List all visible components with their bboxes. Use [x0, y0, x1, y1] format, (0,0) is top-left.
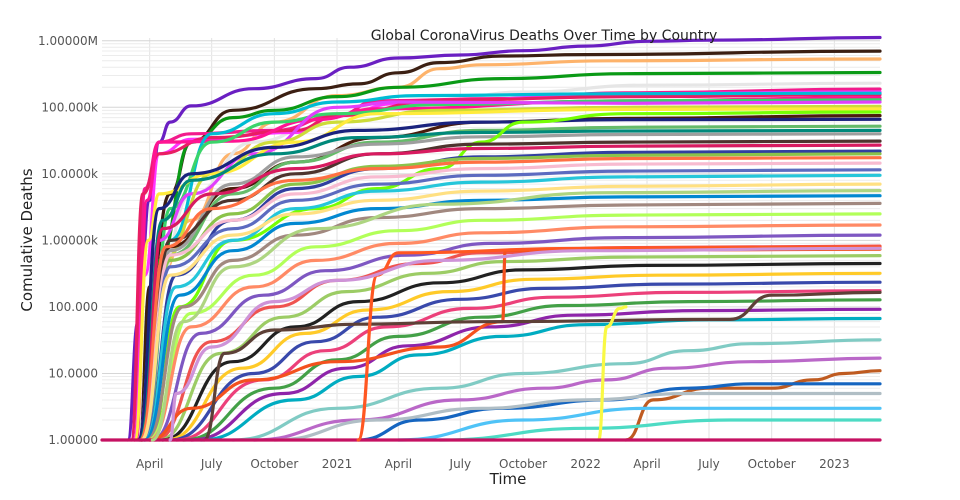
- series-line-13: [133, 107, 882, 442]
- series-line-49: [272, 391, 882, 442]
- x-tick-label-10: October: [748, 457, 796, 471]
- x-tick-label-0: April: [136, 457, 163, 471]
- y-tick-label-5: 100.000k: [41, 100, 98, 114]
- series-line-37: [164, 271, 882, 442]
- y-tick-label-6: 1.00000M: [38, 34, 98, 48]
- series-line-0: [126, 35, 882, 442]
- series-line-50: [396, 406, 882, 442]
- x-tick-label-8: April: [633, 457, 660, 471]
- y-tick-label-0: 1.00000: [48, 433, 98, 447]
- series-line-24: [138, 156, 882, 442]
- series-line-30: [145, 201, 882, 442]
- series-line-31: [146, 212, 882, 442]
- y-tick-label-3: 1.00000k: [41, 233, 98, 247]
- x-tick-label-1: July: [200, 457, 223, 471]
- x-tick-label-6: October: [499, 457, 547, 471]
- series-line-47: [624, 369, 882, 442]
- series-line-17: [138, 128, 882, 442]
- y-axis-ticks: 1.00000 10.0000 100.000 1.00000k 10.0000k 100…: [38, 34, 98, 447]
- chart-title: Global CoronaVirus Deaths Over Time by C…: [371, 28, 718, 44]
- series-line-19: [148, 110, 882, 442]
- series-line-15: [136, 117, 882, 442]
- series-line-7: [129, 93, 882, 442]
- series-line-21: [139, 143, 882, 442]
- series-line-36: [161, 261, 882, 442]
- x-tick-label-11: 2023: [819, 457, 850, 471]
- series-layer: [100, 35, 882, 442]
- series-line-42: [199, 316, 882, 442]
- x-tick-label-5: July: [449, 457, 472, 471]
- series-line-52: [597, 305, 628, 442]
- x-tick-label-4: April: [385, 457, 412, 471]
- series-line-26: [141, 168, 882, 442]
- x-tick-label-7: 2022: [570, 457, 601, 471]
- series-line-32: [148, 223, 882, 442]
- series-line-55: [168, 246, 882, 442]
- series-line-28: [139, 182, 882, 442]
- x-axis-ticks: April July October 2021 April July October 2022…: [136, 457, 850, 471]
- series-line-27: [143, 173, 882, 442]
- x-axis-title: Time: [489, 470, 527, 488]
- series-line-51: [438, 418, 882, 442]
- series-line-44: [202, 290, 882, 442]
- y-tick-label-2: 100.000: [48, 300, 98, 314]
- series-line-18: [139, 132, 882, 442]
- y-tick-label-4: 10.0000k: [41, 167, 98, 181]
- x-tick-label-2: October: [250, 457, 298, 471]
- series-line-35: [157, 254, 882, 442]
- series-line-41: [189, 307, 882, 442]
- series-line-33: [150, 233, 882, 442]
- x-tick-label-3: 2021: [322, 457, 353, 471]
- series-line-38: [168, 280, 882, 442]
- series-line-29: [143, 194, 882, 442]
- y-tick-label-1: 10.0000: [48, 366, 98, 380]
- series-line-54: [356, 245, 882, 442]
- series-line-25: [139, 161, 882, 442]
- series-line-45: [231, 338, 882, 442]
- series-line-10: [143, 98, 882, 442]
- y-axis-title: Comulative Deaths: [18, 168, 36, 311]
- series-line-56: [150, 189, 882, 442]
- series-line-1: [137, 49, 882, 442]
- x-tick-label-9: July: [697, 457, 720, 471]
